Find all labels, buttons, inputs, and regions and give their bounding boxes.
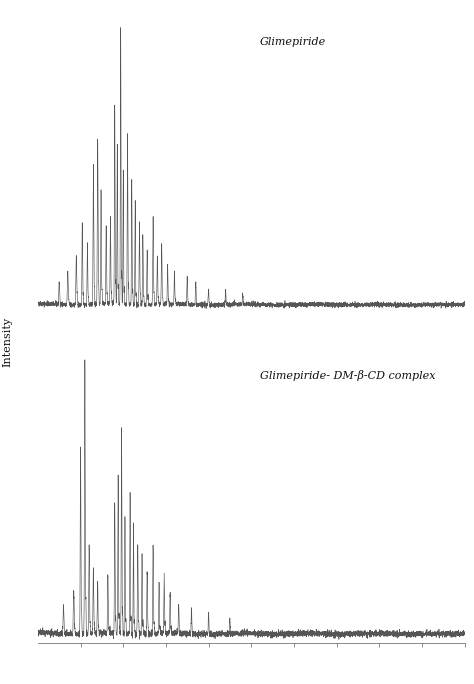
Text: Glimepiride- DM-β-CD complex: Glimepiride- DM-β-CD complex — [260, 370, 435, 381]
Text: Glimepiride: Glimepiride — [260, 38, 326, 47]
Text: Intensity: Intensity — [2, 317, 12, 367]
